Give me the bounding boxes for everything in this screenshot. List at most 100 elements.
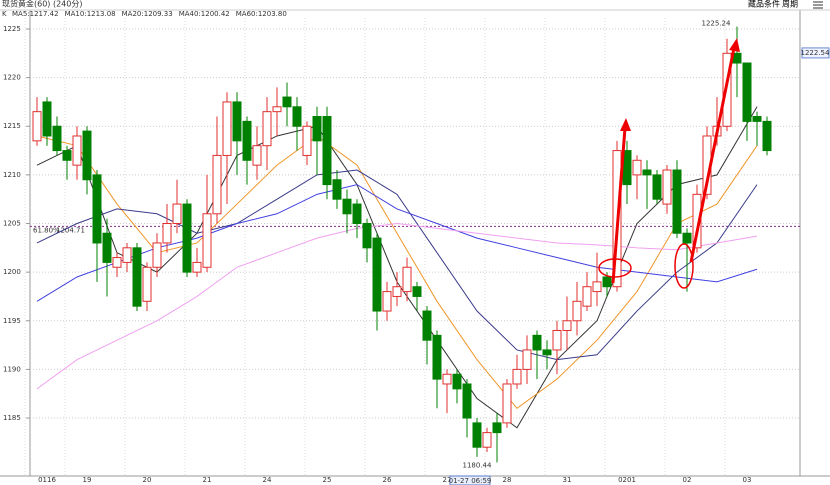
x-tick-label: 03 — [743, 476, 752, 484]
candle-body — [732, 52, 742, 64]
legend-entry: MA5:1217.42 — [12, 10, 59, 18]
x-tick-label: 26 — [383, 476, 392, 484]
candle-body — [402, 266, 412, 293]
candle-body — [132, 247, 142, 307]
candle-body — [222, 101, 232, 156]
candle-body — [562, 320, 572, 331]
x-tick-label: 28 — [503, 476, 512, 484]
candle-body — [62, 150, 72, 161]
arrow — [689, 47, 736, 263]
candle-body — [762, 120, 772, 152]
candle-body — [452, 373, 462, 390]
candle-body — [662, 169, 672, 205]
candle-body — [412, 286, 422, 297]
legend-prefix: K — [2, 10, 7, 18]
y-tick-label: 1220 — [3, 74, 21, 82]
highlight-ellipse — [674, 243, 694, 289]
y-tick-label: 1215 — [3, 122, 21, 130]
plot: 1185 1190 1195 1200 1205 1210 1215 1220 1225 0116… — [3, 18, 830, 485]
arrow-head — [620, 118, 631, 131]
x-tick-label: 25 — [323, 476, 332, 484]
candle-body — [282, 96, 292, 108]
candle-body — [692, 193, 702, 249]
x-tick-label: 31 — [563, 476, 572, 484]
candle-body — [122, 247, 132, 263]
candle-body — [202, 213, 212, 268]
candle-body — [322, 116, 332, 186]
x-tick-label: 0201 — [618, 476, 636, 484]
candle-body — [592, 281, 602, 293]
candle-body — [632, 159, 642, 176]
candle-body — [462, 383, 472, 419]
candle-body — [302, 125, 312, 156]
cursor-box — [449, 475, 491, 485]
x-tick-label: 20 — [143, 476, 152, 484]
y-tick-label: 1190 — [3, 365, 21, 373]
candle-body — [352, 203, 362, 225]
candle-body — [682, 232, 692, 244]
candle-body — [182, 203, 192, 273]
candle-body — [312, 116, 322, 142]
candle-body — [432, 334, 442, 380]
arrow — [611, 127, 627, 284]
candle-body — [742, 62, 752, 122]
candle-body — [582, 286, 592, 307]
candle-body — [422, 310, 432, 341]
candle-body — [82, 130, 92, 181]
candle-body — [212, 154, 222, 215]
y-tick-label: 1185 — [3, 414, 21, 422]
y-tick-label: 1195 — [3, 317, 21, 325]
low-label: 1180.44 — [463, 461, 492, 469]
toolbar-button[interactable]: 藏品条件 — [748, 0, 780, 9]
y-tick-label: 1210 — [3, 171, 21, 179]
candle-body — [552, 329, 562, 351]
candle-body — [262, 111, 272, 147]
candle-body — [522, 349, 532, 370]
cursor-label: 01-27 06:59 — [449, 477, 492, 485]
candle-body — [292, 106, 302, 127]
candle-body — [142, 266, 152, 302]
candle-body — [172, 203, 182, 225]
candle-body — [52, 125, 62, 152]
candle-body — [152, 242, 162, 268]
last-price: 1222.54 — [801, 49, 830, 57]
y-tick-label: 1205 — [3, 220, 21, 228]
candle-body — [252, 145, 262, 166]
candle-body — [272, 106, 282, 113]
toolbar-button[interactable]: 周期 — [782, 0, 798, 9]
candle-body — [572, 300, 582, 322]
candle-body — [332, 179, 342, 200]
x-tick-label: 27 — [443, 476, 452, 484]
candle-body — [602, 276, 612, 288]
candle-body — [72, 135, 82, 166]
candle-body — [372, 237, 382, 312]
candle-body — [542, 349, 552, 356]
candle-body — [392, 286, 402, 297]
window-title: 现货黄金(60) (240分) — [2, 0, 82, 9]
candle-body — [442, 373, 452, 385]
x-tick-label: 21 — [203, 476, 212, 484]
x-tick-label: 02 — [683, 476, 692, 484]
candle-body — [232, 101, 242, 142]
fib-value: 1204.71 — [56, 226, 85, 234]
legend: K MA5:1217.42 MA10:1213.08 MA20:1209.33 MA40… — [2, 10, 287, 18]
candle-body — [472, 422, 482, 448]
ma-line — [36, 169, 758, 361]
candle-body — [42, 101, 52, 137]
candle-body — [502, 383, 512, 424]
ma-line — [36, 223, 758, 390]
menu-icon[interactable] — [813, 1, 823, 9]
candle-body — [492, 422, 502, 434]
candle-body — [652, 174, 662, 200]
x-tick-label: 0116 — [38, 476, 56, 484]
candle-body — [192, 261, 202, 273]
legend-entry: MA60:1203.80 — [236, 10, 287, 18]
candle-body — [512, 368, 522, 385]
candle-body — [672, 169, 682, 234]
candle-body — [242, 120, 252, 161]
candle-body — [362, 223, 372, 249]
candle-body — [32, 111, 42, 142]
arrow-head — [729, 38, 740, 52]
